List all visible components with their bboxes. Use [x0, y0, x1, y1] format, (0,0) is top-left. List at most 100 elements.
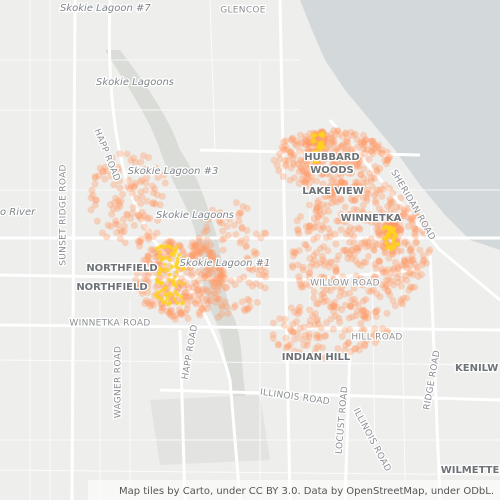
density-point: [330, 139, 338, 147]
density-point: [302, 140, 310, 148]
density-point: [261, 259, 269, 267]
density-point: [341, 203, 349, 211]
density-point: [389, 296, 397, 304]
hot-point: [174, 284, 179, 289]
density-point: [287, 327, 295, 335]
density-point: [148, 298, 156, 306]
density-point: [103, 167, 111, 175]
density-point: [354, 260, 362, 268]
density-point: [175, 305, 183, 313]
density-point: [388, 212, 396, 220]
density-point: [242, 235, 250, 243]
density-point: [419, 257, 427, 265]
density-point: [373, 148, 381, 156]
density-point: [360, 131, 368, 139]
density-point: [406, 261, 414, 269]
density-point: [290, 174, 298, 182]
density-point: [216, 273, 224, 281]
density-point: [116, 235, 124, 243]
density-point: [180, 289, 188, 297]
density-point: [183, 281, 191, 289]
density-point: [196, 290, 204, 298]
density-point: [203, 304, 211, 312]
density-point: [339, 217, 347, 225]
density-point: [200, 245, 208, 253]
density-point: [320, 273, 328, 281]
density-point: [191, 279, 199, 287]
density-point: [283, 145, 291, 153]
density-point: [302, 241, 310, 249]
density-point: [178, 311, 186, 319]
density-point: [357, 281, 365, 289]
density-point: [344, 340, 352, 348]
density-point: [333, 256, 341, 264]
density-point: [412, 239, 420, 247]
hot-point: [174, 265, 179, 270]
density-point: [304, 146, 312, 154]
density-point: [413, 264, 421, 272]
density-point: [319, 256, 327, 264]
density-point: [341, 246, 349, 254]
density-point: [197, 300, 205, 308]
density-point: [320, 148, 328, 156]
density-point: [376, 293, 384, 301]
density-point: [339, 273, 347, 281]
density-point: [164, 238, 172, 246]
density-point: [144, 235, 152, 243]
density-point: [356, 152, 364, 160]
density-point: [153, 260, 161, 268]
density-point: [253, 230, 261, 238]
density-point: [327, 258, 335, 266]
density-point: [151, 185, 159, 193]
density-point: [227, 277, 235, 285]
density-point: [156, 201, 164, 209]
density-point: [206, 248, 214, 256]
hot-point: [315, 159, 320, 164]
density-point: [207, 290, 215, 298]
density-point: [362, 136, 370, 144]
density-point: [143, 197, 151, 205]
density-point: [230, 221, 238, 229]
density-point: [301, 179, 309, 187]
density-point: [270, 156, 278, 164]
density-point: [200, 306, 208, 314]
density-point: [302, 141, 310, 149]
density-point: [253, 298, 261, 306]
density-point: [378, 150, 386, 158]
density-point: [331, 230, 339, 238]
density-point: [383, 327, 391, 335]
density-point: [211, 276, 219, 284]
density-point: [288, 262, 296, 270]
density-point: [343, 249, 351, 257]
density-point: [284, 156, 292, 164]
density-point: [387, 198, 395, 206]
density-point: [195, 309, 203, 317]
density-point: [320, 289, 328, 297]
density-point: [211, 259, 219, 267]
density-point: [113, 228, 121, 236]
density-point: [223, 222, 231, 230]
density-point: [134, 212, 142, 220]
density-point: [341, 326, 349, 334]
density-point: [169, 312, 177, 320]
density-point: [408, 214, 416, 222]
density-point: [215, 279, 223, 287]
density-point: [203, 227, 211, 235]
density-point: [144, 252, 152, 260]
density-point: [389, 217, 397, 225]
density-point: [369, 150, 377, 158]
density-point: [149, 233, 157, 241]
hot-point: [180, 301, 185, 306]
density-point: [203, 271, 211, 279]
density-point: [350, 206, 358, 214]
density-point: [312, 344, 320, 352]
density-point: [323, 319, 331, 327]
density-point: [199, 214, 207, 222]
density-point: [304, 245, 312, 253]
map-label: LAKE VIEW: [302, 186, 364, 197]
density-point: [194, 285, 202, 293]
density-point: [190, 252, 198, 260]
density-point: [399, 300, 407, 308]
density-point: [356, 243, 364, 251]
density-point: [369, 286, 377, 294]
